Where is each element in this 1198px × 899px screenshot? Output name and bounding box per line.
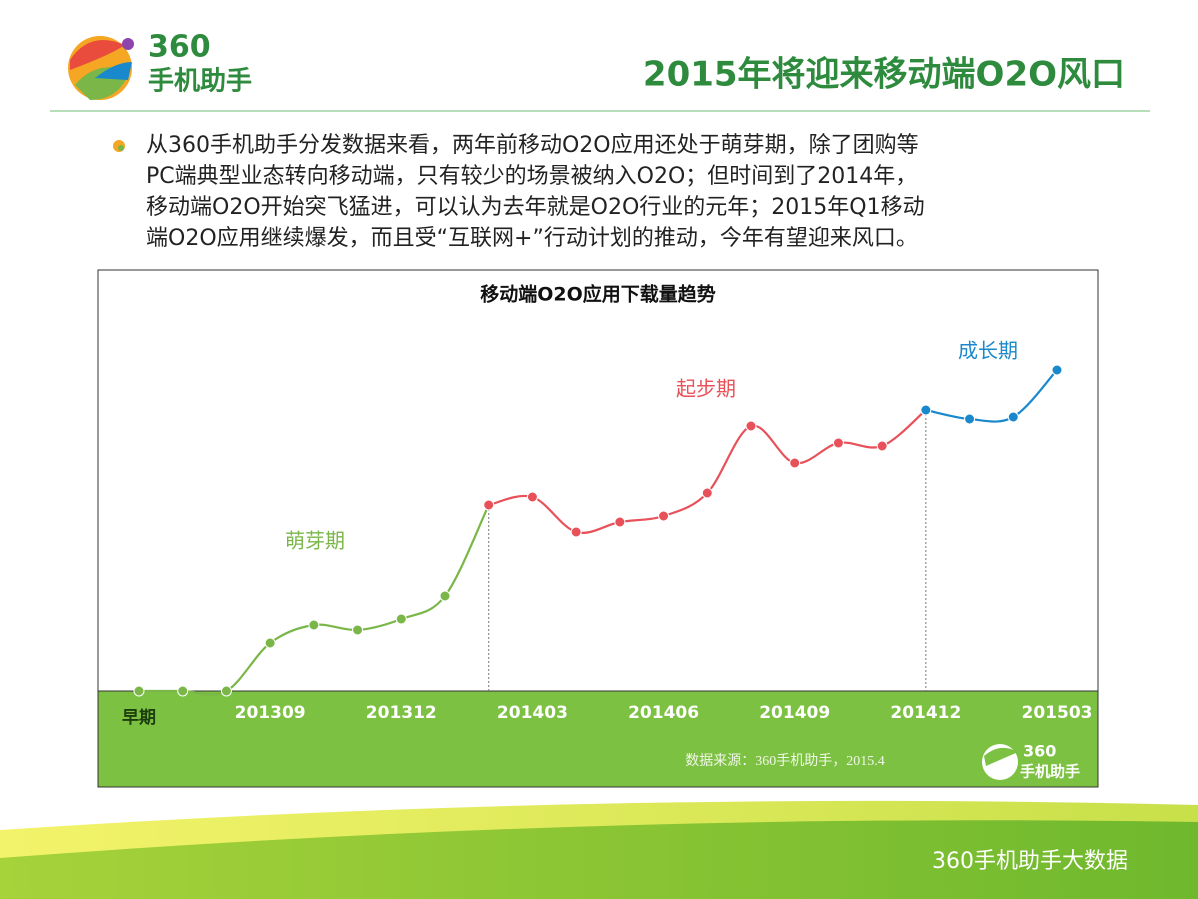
footer-brand: 360手机助手大数据 [932, 849, 1128, 874]
phase-label: 成长期 [958, 339, 1018, 363]
data-point [1007, 411, 1019, 423]
logo-petal [70, 40, 125, 70]
x-tick-label: 201503 [1022, 703, 1093, 723]
data-point [220, 685, 232, 697]
small-logo-cut [984, 747, 1018, 766]
series-line [925, 369, 1058, 423]
data-point [264, 637, 276, 649]
data-point [308, 619, 320, 631]
x-tick-label: 201312 [366, 703, 437, 723]
phase-label: 起步期 [676, 377, 736, 401]
data-point [526, 491, 538, 503]
x-tick-label: 201412 [890, 703, 961, 723]
chart-band [97, 690, 1099, 788]
logo-number: 360 [148, 30, 211, 65]
data-point [614, 516, 626, 528]
data-point [133, 685, 145, 697]
data-point [964, 413, 976, 425]
logo: 360 手机助手 [68, 30, 252, 100]
x-tick-label: 早期 [122, 708, 156, 728]
data-point [920, 404, 932, 416]
paragraph-line: 端O2O应用继续爆发，而且受“互联网+”行动计划的推动，今年有望迎来风口。 [146, 226, 918, 251]
paragraph: 从360手机助手分发数据来看，两年前移动O2O应用还处于萌芽期，除了团购等 PC端… [146, 133, 925, 251]
swoosh-front [0, 820, 1198, 899]
data-point [352, 624, 364, 636]
paragraph-line: PC端典型业态转向移动端，只有较少的场景被纳入O2O；但时间到了2014年， [146, 164, 917, 189]
bullet-inner [118, 145, 124, 151]
x-tick-label: 201409 [759, 703, 830, 723]
data-point [1051, 364, 1063, 376]
logo-petal [95, 62, 132, 80]
logo-dot [122, 38, 134, 50]
phase-label: 萌芽期 [285, 529, 345, 553]
data-point [789, 457, 801, 469]
small-logo-text: 手机助手 [1020, 763, 1080, 781]
data-point [876, 440, 888, 452]
paragraph-line: 移动端O2O开始突飞猛进，可以认为去年就是O2O行业的元年；2015年Q1移动 [146, 195, 925, 220]
data-point [570, 526, 582, 538]
plot: 早期 201309 201312 201403 201406 201409 201412 20… [122, 339, 1092, 729]
x-tick-label: 201403 [497, 703, 568, 723]
data-point [395, 613, 407, 625]
x-tick-label: 201309 [235, 703, 306, 723]
data-point [177, 685, 189, 697]
small-logo: 360 手机助手 [982, 742, 1080, 781]
logo-text: 手机助手 [148, 67, 252, 97]
paragraph-line: 从360手机助手分发数据来看，两年前移动O2O应用还处于萌芽期，除了团购等 [146, 133, 919, 158]
data-point [658, 510, 670, 522]
x-tick-label: 201406 [628, 703, 699, 723]
data-point [701, 487, 713, 499]
slide-title: 2015年将迎来移动端O2O风口 [643, 55, 1125, 95]
data-point [832, 437, 844, 449]
data-point [483, 499, 495, 511]
chart-title: 移动端O2O应用下载量趋势 [480, 283, 716, 306]
data-point [745, 420, 757, 432]
small-logo-number: 360 [1023, 742, 1056, 761]
data-point [439, 590, 451, 602]
source: 数据来源：360手机助手，2015.4 [685, 753, 885, 769]
